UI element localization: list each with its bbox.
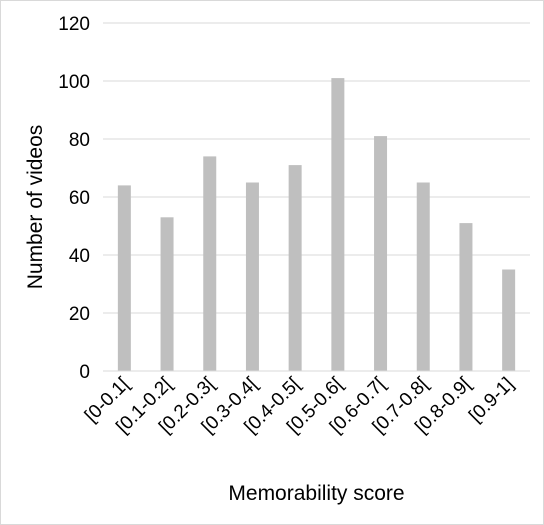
y-tick-label: 80 <box>69 130 90 151</box>
bar <box>459 223 473 371</box>
bar <box>374 136 388 371</box>
y-tick-label: 100 <box>58 72 90 93</box>
y-tick-label: 60 <box>69 188 90 209</box>
bar <box>117 185 131 371</box>
y-tick-label: 40 <box>69 246 90 267</box>
x-axis-title: Memorability score <box>228 482 404 505</box>
bar <box>331 78 345 371</box>
bar <box>288 165 302 371</box>
y-tick-label: 0 <box>79 362 90 383</box>
gridlines <box>103 22 530 314</box>
x-tick-labels: [0-0.1[[0.1-0.2[[0.2-0.3[[0.3-0.4[[0.4-0… <box>81 373 518 438</box>
x-tick-label: [0.9-1] <box>465 374 518 427</box>
bar <box>245 182 259 371</box>
bar <box>502 269 516 371</box>
bar <box>160 217 174 371</box>
y-axis-title: Number of videos <box>24 125 47 290</box>
bar <box>203 156 217 371</box>
bars <box>117 78 516 371</box>
bar <box>416 182 430 371</box>
y-tick-label: 20 <box>69 304 90 325</box>
y-tick-label: 120 <box>58 14 90 35</box>
y-tick-labels: 0 20 40 60 80 100 120 <box>58 14 90 383</box>
